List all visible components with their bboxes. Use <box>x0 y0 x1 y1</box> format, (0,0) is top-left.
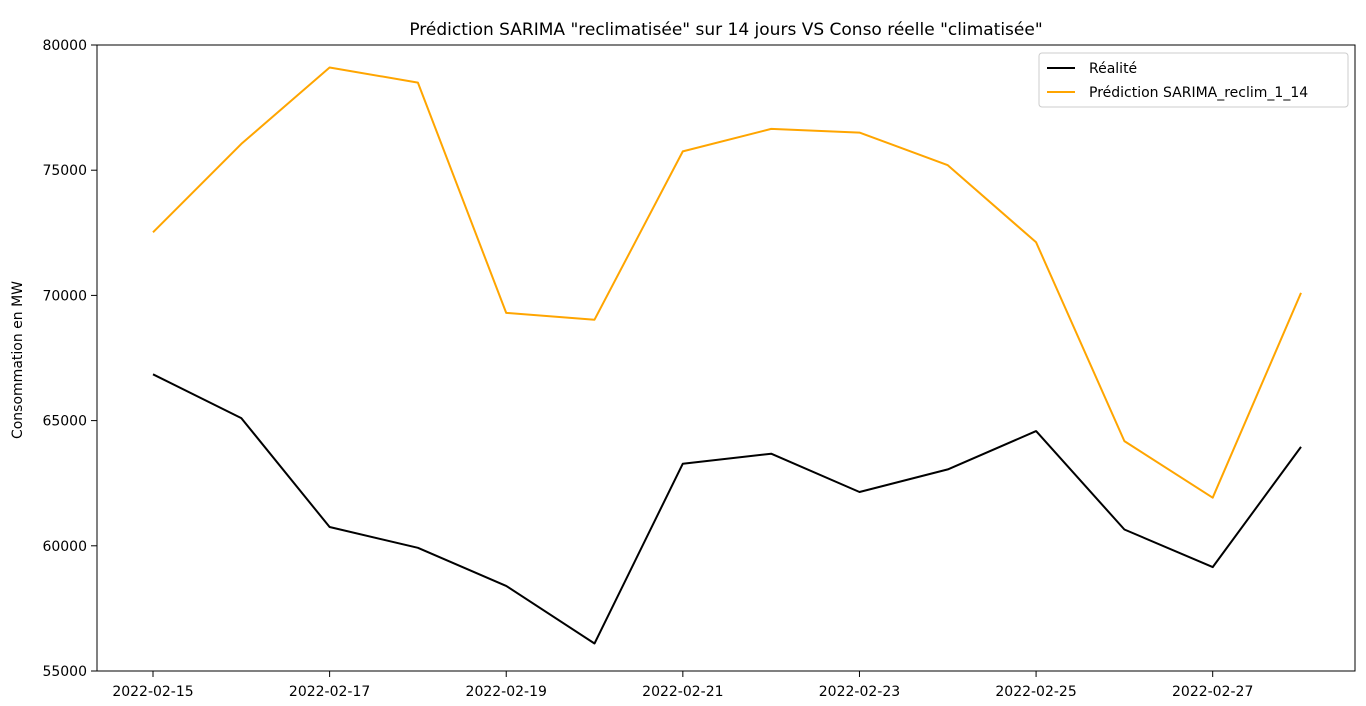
y-tick-label: 70000 <box>42 288 87 304</box>
legend-box <box>1038 52 1349 108</box>
series-line-0 <box>152 373 1302 645</box>
x-tick-label: 2022-02-21 <box>642 684 723 700</box>
x-tick-label: 2022-02-15 <box>112 684 193 700</box>
legend: Réalité Prédiction SARIMA_reclim_1_14 <box>1038 52 1349 108</box>
x-tick-label: 2022-02-19 <box>466 684 547 700</box>
y-tick-label: 55000 <box>42 664 87 680</box>
x-tick-label: 2022-02-27 <box>1172 684 1253 700</box>
y-tick-label: 75000 <box>42 163 87 179</box>
y-axis-label: Consommation en MW <box>10 281 26 439</box>
legend-label: Réalité <box>1089 61 1137 77</box>
x-tick-label: 2022-02-25 <box>995 684 1076 700</box>
x-tick-label: 2022-02-23 <box>819 684 900 700</box>
series-line-1 <box>152 66 1302 499</box>
y-tick-label: 60000 <box>42 539 87 555</box>
chart-title: Prédiction SARIMA "reclimatisée" sur 14 … <box>409 20 1042 40</box>
y-tick-label: 80000 <box>42 38 87 54</box>
plot-frame <box>96 44 1356 672</box>
x-tick-label: 2022-02-17 <box>289 684 370 700</box>
legend-label: Prédiction SARIMA_reclim_1_14 <box>1089 85 1308 101</box>
axes: 55000 60000 65000 70000 75000 80000 2022-02-15… <box>42 38 1356 700</box>
y-tick-label: 65000 <box>42 414 87 430</box>
series-layer <box>152 66 1302 645</box>
